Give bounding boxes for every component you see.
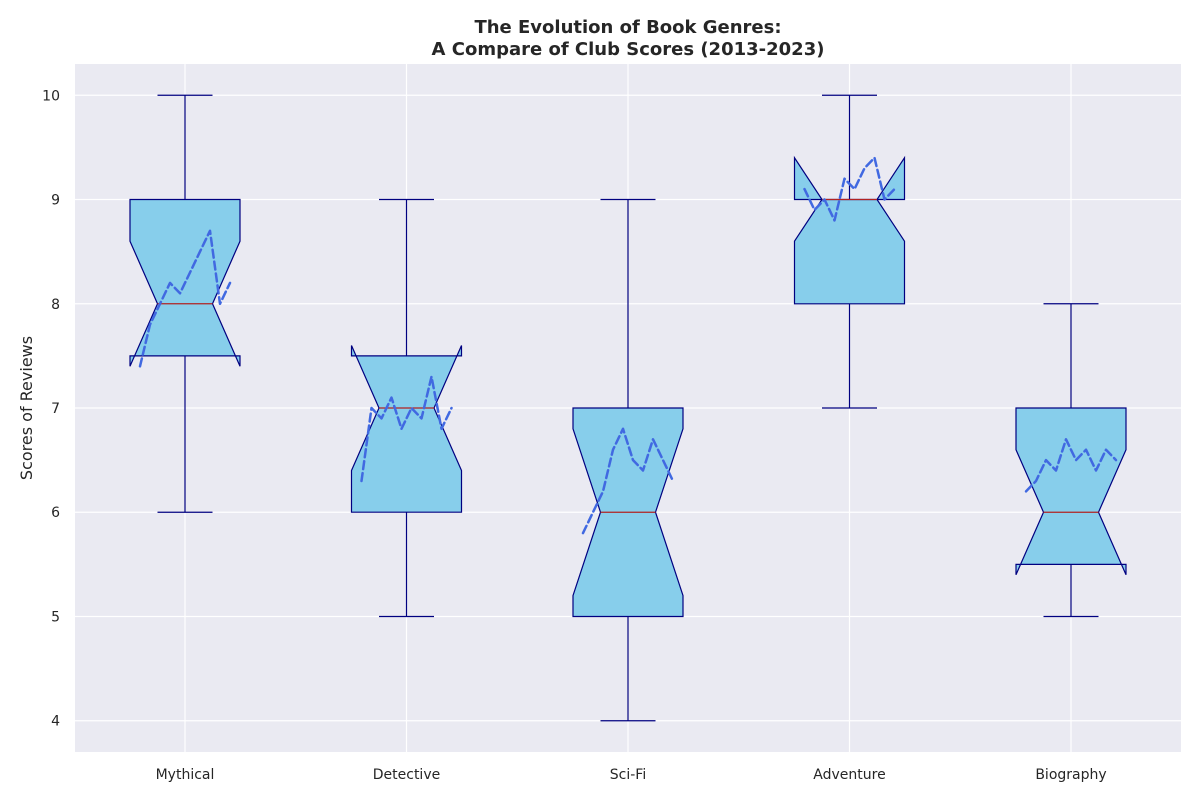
y-tick-label: 9 [51, 193, 60, 209]
trend-line-biography [1024, 438, 1118, 493]
x-tick-label: Biography [1035, 767, 1106, 783]
trend-line-adventure [803, 156, 896, 222]
chart-title-line-2: A Compare of Club Scores (2013-2023) [432, 39, 825, 60]
x-tick-label: Adventure [813, 767, 885, 783]
x-tick-label: Mythical [156, 767, 215, 783]
y-tick-labels: 4 5 6 7 8 9 10 [42, 88, 60, 729]
y-tick-label: 10 [42, 88, 60, 104]
y-tick-label: 7 [51, 401, 60, 417]
box-sci-fi [572, 198, 684, 722]
y-tick-label: 5 [51, 609, 60, 625]
x-tick-labels: Mythical Detective Sci-Fi Adventure Biograph… [156, 767, 1107, 783]
x-tick-label: Detective [373, 767, 440, 783]
box-biography [1015, 303, 1127, 618]
notched-box [1015, 407, 1127, 576]
trend-line-sci-fi [581, 427, 675, 535]
trend-line-detective [360, 375, 453, 483]
trend-lines-overlay [138, 156, 1118, 535]
box-adventure [793, 94, 906, 409]
x-tick-label: Sci-Fi [610, 767, 646, 783]
chart-title-line-1: The Evolution of Book Genres: [474, 17, 781, 38]
y-tick-label: 8 [51, 297, 60, 313]
y-tick-label: 6 [51, 505, 60, 521]
notched-box [793, 155, 906, 305]
trend-line-mythical [138, 229, 232, 368]
y-axis-label: Scores of Reviews [17, 336, 36, 480]
y-tick-label: 4 [51, 714, 60, 730]
